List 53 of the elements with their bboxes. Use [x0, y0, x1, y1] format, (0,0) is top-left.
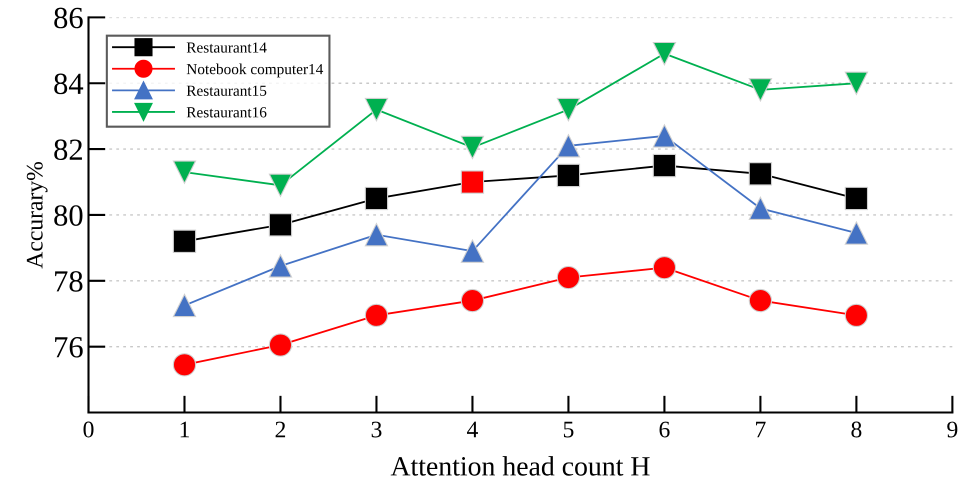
point	[172, 294, 196, 318]
legend-label: Restaurant16	[186, 107, 266, 118]
point	[652, 124, 676, 148]
y-tick-label: 82	[54, 139, 82, 160]
x-tick-label: 3	[372, 422, 382, 438]
point	[748, 288, 772, 312]
point	[460, 240, 484, 263]
x-tick-label: 2	[276, 422, 286, 438]
point	[364, 186, 388, 210]
x-tick-label: 9	[947, 422, 958, 438]
point	[748, 162, 772, 186]
point	[364, 98, 388, 122]
point	[172, 230, 196, 253]
point	[652, 154, 676, 178]
point	[364, 304, 388, 328]
x-tick-label: 1	[180, 422, 189, 438]
x-tick-label: 4	[467, 422, 478, 438]
point	[652, 42, 676, 66]
x-tick-label: 7	[756, 422, 766, 438]
y-tick-label: 86	[54, 8, 83, 28]
point	[556, 266, 580, 290]
x-tick-label: 8	[851, 422, 862, 438]
x-tick-label: 6	[660, 422, 670, 438]
point	[172, 160, 196, 184]
point	[844, 186, 868, 210]
legend-label: Notebook computer14	[186, 64, 324, 78]
y-axis-title: Accurary%	[26, 162, 48, 268]
point	[268, 333, 292, 357]
point	[844, 221, 868, 245]
y-tick-label: 76	[55, 337, 83, 358]
point	[844, 72, 868, 95]
x-tick-label: 0	[84, 422, 94, 438]
point	[460, 136, 484, 160]
legend-label: Restaurant14	[186, 42, 267, 53]
point	[556, 164, 580, 188]
point	[748, 196, 772, 220]
point	[556, 98, 580, 122]
point	[556, 134, 580, 158]
point	[268, 174, 292, 197]
point	[460, 288, 484, 312]
x-tick-label: 5	[564, 422, 574, 438]
point	[652, 256, 676, 280]
y-tick-label: 80	[54, 205, 82, 226]
legend-label: Restaurant15	[186, 86, 266, 96]
point	[172, 353, 196, 376]
point	[268, 254, 292, 278]
y-tick-label: 78	[55, 271, 82, 292]
point	[364, 223, 388, 246]
y-tick-label: 84	[54, 74, 84, 94]
x-axis-title: Attention head count H	[390, 456, 650, 476]
point	[268, 213, 292, 236]
point	[844, 304, 868, 328]
point	[748, 78, 772, 102]
